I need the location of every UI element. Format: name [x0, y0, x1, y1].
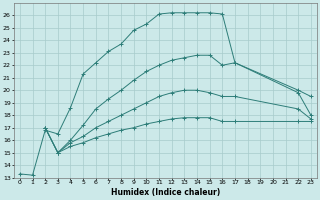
- X-axis label: Humidex (Indice chaleur): Humidex (Indice chaleur): [111, 188, 220, 197]
